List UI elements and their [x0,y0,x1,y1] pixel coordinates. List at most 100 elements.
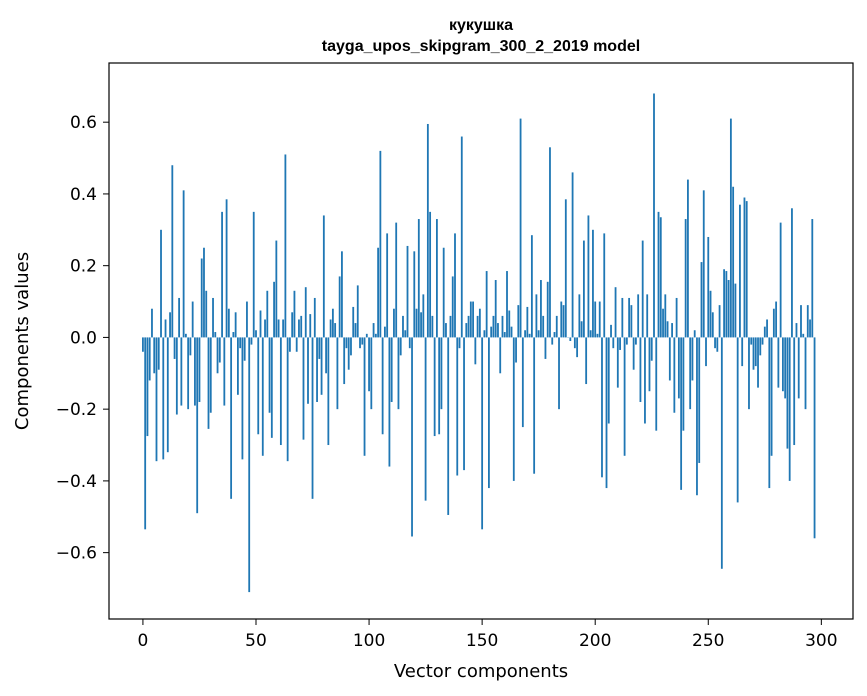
bar [519,118,522,338]
bar [431,315,434,338]
bar [393,308,395,338]
bar [544,337,547,359]
bar [540,280,542,338]
bar [576,337,579,358]
bar [687,179,689,338]
bar [603,233,606,338]
bar [180,337,183,406]
bar [438,337,441,435]
bar [415,308,418,338]
bar [359,337,361,349]
bar [510,326,513,338]
bar [379,150,382,338]
bar [318,337,321,359]
bar [151,308,153,338]
bar [781,337,784,392]
bar [214,332,217,338]
bar [612,337,615,349]
bar [725,271,728,338]
bar [218,337,221,363]
bar [212,297,214,338]
bar [442,247,445,338]
bar [397,337,400,410]
bar [352,306,355,338]
bar [241,337,244,460]
bar [650,337,653,361]
bar [343,337,346,385]
bar [499,337,502,374]
bar [709,290,712,338]
bar [512,337,515,481]
bar [329,319,332,338]
bar [621,297,624,338]
x-tick-label: 100 [353,631,385,651]
bar [770,337,773,456]
bar [813,337,816,539]
bar [284,154,287,338]
bar [142,337,144,352]
bar [546,281,549,338]
bar [646,294,649,338]
bar [458,337,461,349]
bar [494,280,497,338]
bar [506,271,508,338]
bar [553,332,556,338]
bar [166,337,169,453]
bar [194,337,196,406]
bar [189,337,192,356]
bar [227,308,230,338]
bar [490,326,493,338]
bar [232,332,235,338]
bar [327,337,330,446]
bar [157,337,160,370]
bar [336,337,339,410]
bar [732,186,735,338]
bar [316,337,318,402]
bar [768,337,771,489]
bar [293,290,296,338]
bar [501,315,504,338]
bar [619,337,621,350]
bar [592,229,594,338]
x-axis-ticks: 0 50 100 150 200 250 300 [138,619,838,651]
bar [718,305,721,338]
bar [635,337,637,345]
bar [341,251,343,338]
bar [741,337,744,367]
bar [286,337,289,462]
bar [424,337,427,501]
bar [304,287,307,338]
bar [187,337,190,410]
bar [614,287,617,338]
bar [775,301,778,338]
bar [171,165,174,338]
bar [483,330,486,338]
bar [153,337,156,374]
bar [639,337,642,402]
bar [517,305,520,338]
bar [298,319,300,338]
bar [488,337,490,489]
bar [675,297,678,338]
bar [433,337,436,437]
bar [610,324,612,338]
bar [196,337,199,514]
bar [417,219,420,338]
bar [223,337,226,406]
bar [481,337,484,530]
bar [295,337,298,352]
bar [786,337,789,449]
bar [750,337,753,345]
bar [485,271,488,338]
bar [361,337,364,345]
bar [811,219,814,338]
bar [402,315,404,338]
bar [449,315,452,338]
bar [655,337,658,431]
bar [727,280,730,338]
bar [653,93,655,338]
bar [252,211,255,338]
bar [630,305,633,338]
bar [338,276,341,338]
